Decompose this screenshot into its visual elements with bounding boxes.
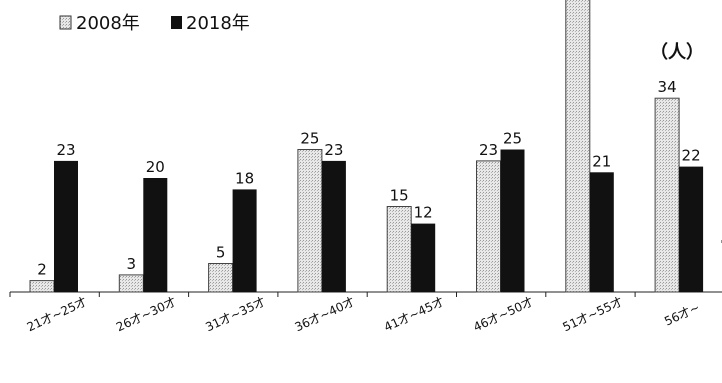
bar-2018 (143, 178, 168, 292)
value-label: 20 (146, 158, 165, 176)
value-label: 3 (127, 255, 137, 273)
value-label: 23 (324, 141, 343, 159)
x-tick-label: 56才~ (662, 300, 702, 328)
x-tick-label: 41才~45才 (382, 294, 446, 334)
bar-2018 (500, 149, 525, 292)
x-tick-label: 51才~55才 (561, 294, 625, 334)
value-label: 22 (682, 147, 701, 165)
value-label: 12 (414, 204, 433, 222)
legend-label-2008: 2008年 (76, 13, 140, 34)
value-label: 25 (503, 130, 522, 148)
bar-2018 (589, 172, 614, 292)
bar-2008 (29, 280, 55, 293)
legend-swatch-2008 (59, 15, 72, 30)
value-label: 34 (658, 78, 677, 96)
bars-group (29, 0, 704, 293)
x-tick-labels-group: 21才~25才 26才~30才 31才~35才 36才~40才 41才~45才 46才~5… (25, 294, 702, 334)
value-label: 23 (479, 141, 498, 159)
value-label: 21 (592, 152, 611, 170)
bar-2008 (386, 206, 412, 293)
legend-label-2018: 2018年 (186, 13, 250, 34)
x-tick-label: 46才~50才 (471, 294, 535, 334)
bar-2008 (476, 160, 501, 293)
bar-2008 (208, 263, 234, 293)
x-ticks-group (9, 292, 636, 297)
bar-2008 (565, 0, 591, 293)
bar-2018 (232, 189, 257, 292)
bar-2008 (118, 274, 144, 293)
x-tick-label: 36才~40才 (293, 294, 357, 334)
value-labels-group: 2 23 3 20 5 18 25 23 15 12 23 25 21 34 22 (37, 78, 700, 278)
x-tick-label: 31才~35才 (203, 294, 267, 334)
x-tick-label: 26才~30才 (114, 294, 178, 334)
value-label: 15 (390, 187, 409, 205)
bar-2008 (297, 149, 323, 293)
unit-label: （人） (650, 42, 704, 63)
bar-2008 (654, 97, 680, 293)
bar-2018 (411, 223, 436, 292)
value-label: 2 (37, 261, 47, 279)
bar-2018 (321, 160, 346, 292)
value-label: 18 (235, 169, 254, 187)
legend: 2008年 2018年 (59, 13, 250, 34)
value-label: 25 (300, 130, 319, 148)
x-tick-label: 21才~25才 (25, 294, 89, 334)
value-label: 5 (216, 244, 226, 262)
bar-2018 (54, 160, 78, 292)
bar-2018 (679, 166, 704, 292)
value-label: 23 (56, 141, 75, 159)
legend-swatch-2018 (171, 16, 182, 29)
